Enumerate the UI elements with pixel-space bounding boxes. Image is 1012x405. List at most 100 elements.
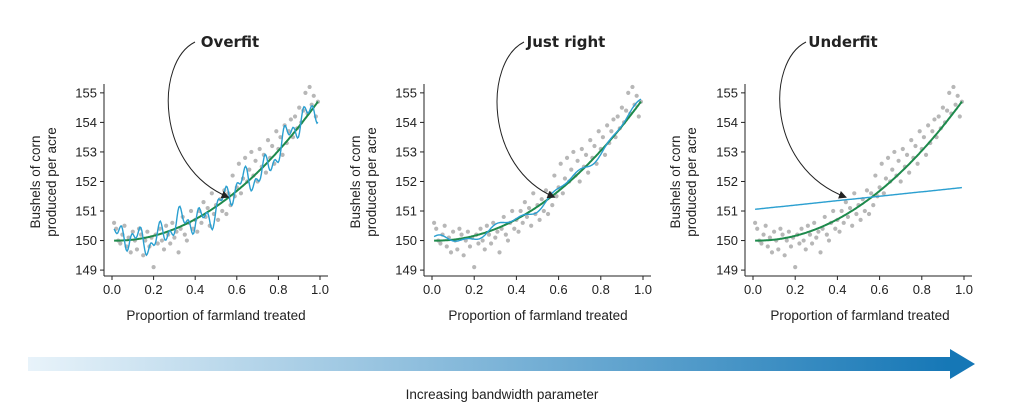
panel-title: Overfit xyxy=(201,33,259,51)
data-point xyxy=(858,217,863,222)
annotation-arrow xyxy=(167,41,230,199)
data-point xyxy=(253,158,258,163)
y-axis-title-line-1: Bushels of corn xyxy=(348,135,363,228)
x-tick-label: 0.2 xyxy=(465,282,483,297)
data-point xyxy=(957,114,962,119)
data-point xyxy=(879,161,884,166)
data-point xyxy=(270,143,275,149)
y-tick-label: 154 xyxy=(395,115,417,130)
true-relationship-line xyxy=(755,101,963,242)
data-point xyxy=(845,214,851,220)
data-point xyxy=(480,238,485,243)
y-tick-label: 154 xyxy=(75,115,97,130)
model-fit-line xyxy=(433,98,642,242)
data-point xyxy=(900,146,905,152)
data-point xyxy=(915,161,920,166)
data-point xyxy=(170,220,175,225)
data-point xyxy=(619,105,625,110)
y-tick-label: 153 xyxy=(716,144,738,159)
data-point xyxy=(205,205,210,211)
data-point xyxy=(524,214,530,220)
data-point xyxy=(940,105,946,110)
x-axis-title: Proportion of farmland treated xyxy=(770,308,949,323)
data-point xyxy=(486,232,492,237)
data-point xyxy=(503,232,508,237)
data-point xyxy=(866,211,872,217)
data-point xyxy=(571,149,576,155)
data-point xyxy=(583,152,589,157)
x-tick-label: 0.0 xyxy=(423,282,441,297)
x-tick-label: 0.8 xyxy=(913,282,931,297)
data-point xyxy=(947,90,952,95)
data-point xyxy=(913,143,918,149)
y-axis-title-line-1: Bushels of corn xyxy=(668,135,683,228)
data-point xyxy=(926,123,931,128)
data-point xyxy=(833,226,838,231)
data-point xyxy=(873,173,878,178)
data-point xyxy=(303,90,308,95)
y-tick-label: 151 xyxy=(75,204,97,219)
y-tick-label: 149 xyxy=(716,263,738,278)
data-point xyxy=(537,217,542,222)
y-tick-label: 150 xyxy=(75,233,97,248)
data-point xyxy=(122,223,127,228)
data-point xyxy=(953,102,958,107)
data-point xyxy=(236,161,241,166)
bandwidth-arrow-shaft xyxy=(28,357,953,371)
data-point xyxy=(907,170,912,175)
data-point xyxy=(539,197,544,202)
y-axis-title: Bushels of corn produced per acre xyxy=(668,127,699,237)
data-point xyxy=(111,220,117,225)
data-point xyxy=(780,232,785,237)
data-point xyxy=(636,114,641,119)
data-point xyxy=(465,229,470,234)
data-point xyxy=(459,232,464,237)
data-point xyxy=(923,152,929,157)
data-point xyxy=(510,208,515,214)
y-tick-label: 152 xyxy=(395,174,417,189)
data-point xyxy=(611,117,616,122)
y-tick-label: 154 xyxy=(716,115,738,130)
x-tick-label: 0.6 xyxy=(228,282,246,297)
data-point xyxy=(491,220,496,225)
x-tick-label: 0.4 xyxy=(186,282,204,297)
data-point xyxy=(871,203,876,208)
data-point xyxy=(803,247,808,252)
data-point xyxy=(831,208,836,214)
data-point xyxy=(877,185,882,190)
y-tick-label: 149 xyxy=(75,263,97,278)
x-tick-label: 0.0 xyxy=(744,282,762,297)
panel-just-right: Just right Bushels of corn produced per … xyxy=(348,33,652,323)
data-point xyxy=(531,191,536,196)
x-tick-label: 0.2 xyxy=(145,282,163,297)
y-tick-label: 150 xyxy=(395,233,417,248)
data-point xyxy=(788,244,794,249)
y-tick-label: 151 xyxy=(395,204,417,219)
data-point xyxy=(448,250,454,255)
panel-underfit: Underfit Bushels of corn produced per ac… xyxy=(668,33,973,323)
data-point xyxy=(457,226,462,231)
data-point xyxy=(890,167,895,172)
data-point xyxy=(220,208,225,214)
data-point xyxy=(782,253,787,258)
data-point xyxy=(602,152,608,157)
x-tick-label: 0.6 xyxy=(550,282,568,297)
data-point xyxy=(182,232,187,237)
y-axis-title-line-2: produced per acre xyxy=(364,127,379,237)
y-tick-label: 151 xyxy=(716,204,738,219)
data-point xyxy=(932,117,937,122)
data-point xyxy=(955,93,960,98)
data-point xyxy=(862,208,867,214)
data-point xyxy=(909,138,914,143)
data-point xyxy=(541,208,546,214)
data-point xyxy=(560,191,565,196)
data-point xyxy=(176,250,181,255)
data-point xyxy=(172,235,177,240)
data-point xyxy=(847,205,853,211)
data-point xyxy=(243,155,248,160)
model-fit-line xyxy=(755,186,962,210)
data-point xyxy=(484,223,489,228)
data-point xyxy=(209,191,214,196)
y-tick-label: 152 xyxy=(716,174,738,189)
